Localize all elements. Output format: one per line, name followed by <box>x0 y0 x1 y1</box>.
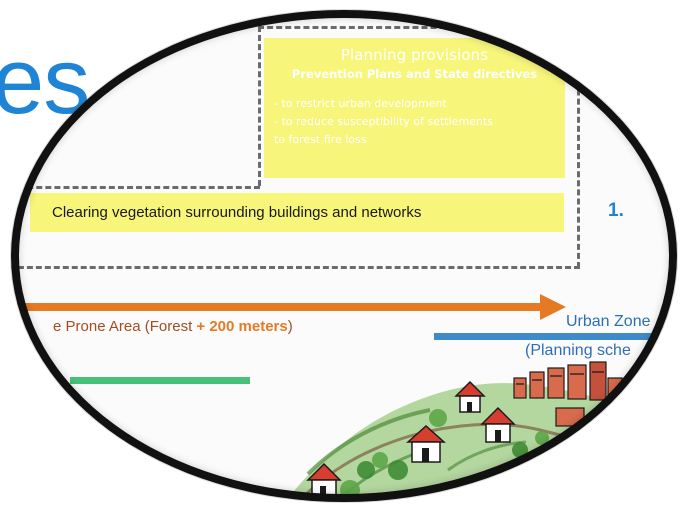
fire-prone-area-label-prefix: e Prone Area (Forest <box>53 318 197 335</box>
planning-provisions-title: Planning provisions <box>340 46 489 64</box>
house-icon <box>406 424 446 463</box>
fire-prone-arrow-shaft <box>11 303 546 311</box>
lens-content: Planning provisions Prevention Plans and… <box>11 10 677 502</box>
dashed-boundary-left-vertical <box>258 26 261 186</box>
dashed-boundary-middle <box>11 186 260 189</box>
zoom-lens: Planning provisions Prevention Plans and… <box>11 10 677 502</box>
planning-provision-line-1: - to restrict urban development <box>274 97 447 110</box>
dashed-boundary-top <box>258 26 591 29</box>
planning-provisions-subtitle: Prevention Plans and State directives <box>291 67 538 81</box>
house-icon <box>480 406 516 443</box>
fire-prone-arrow-head-icon <box>540 294 566 320</box>
vegetation-zone-line <box>70 377 250 384</box>
house-icon <box>454 380 486 413</box>
urban-zone-label: Urban Zone <box>566 313 651 330</box>
village-sketch-icon <box>284 361 677 502</box>
dashed-boundary-right-vertical <box>577 26 580 268</box>
urban-buildings-icon <box>513 361 623 431</box>
clearing-vegetation-box: Clearing vegetation surrounding building… <box>30 193 564 232</box>
urban-zone-sub-label: (Planning sche <box>525 342 631 359</box>
planning-provisions-box: Planning provisions Prevention Plans and… <box>264 38 565 178</box>
urban-zone-line <box>434 333 677 340</box>
fire-prone-area-label-suffix: ) <box>287 318 293 335</box>
dashed-boundary-bottom <box>11 266 580 269</box>
fire-prone-area-label-bold: + 200 meters <box>196 318 288 335</box>
house-icon <box>306 462 342 499</box>
step-number: 1. <box>608 200 624 221</box>
clearing-vegetation-label: Clearing vegetation surrounding building… <box>52 204 422 221</box>
planning-provision-line-2: - to reduce susceptibility of settlement… <box>274 115 493 128</box>
planning-provision-line-3: to forest fire loss <box>274 133 367 146</box>
fire-prone-area-label: e Prone Area (Forest + 200 meters) <box>53 318 293 335</box>
